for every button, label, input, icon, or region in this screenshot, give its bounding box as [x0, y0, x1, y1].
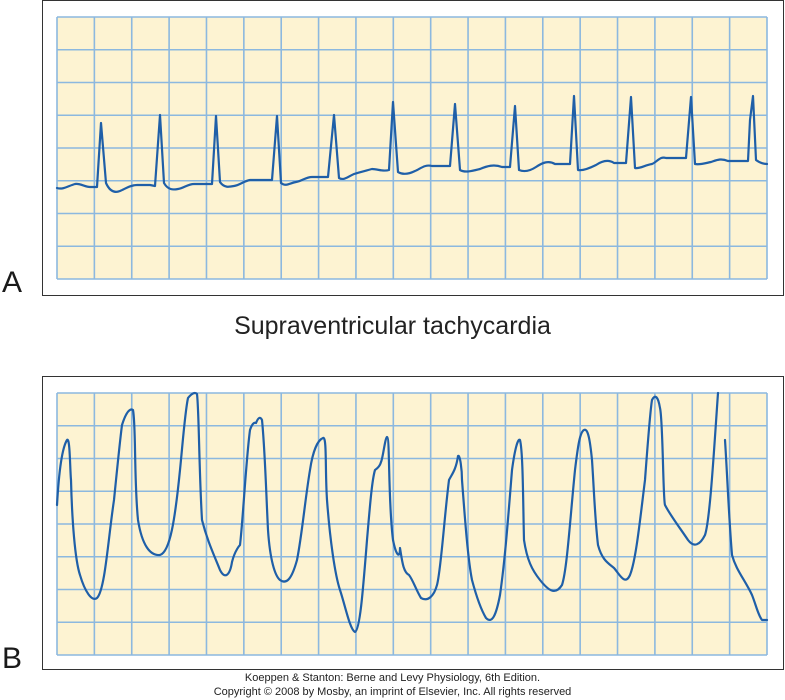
- ecg-grid-b-lines: [56, 392, 768, 656]
- credit-line-1: Koeppen & Stanton: Berne and Levy Physio…: [244, 672, 541, 684]
- credit-line-2: Copyright © 2008 by Mosby, an imprint of…: [213, 686, 572, 698]
- panel-b-label: B: [2, 642, 23, 675]
- panel-a-label: A: [2, 266, 23, 299]
- diagram-caption: Supraventricular tachycardia: [234, 312, 551, 340]
- ecg-trace-a: [55, 94, 769, 193]
- ecg-trace-b: [55, 391, 769, 634]
- ecg-grid-a-lines: [56, 16, 768, 280]
